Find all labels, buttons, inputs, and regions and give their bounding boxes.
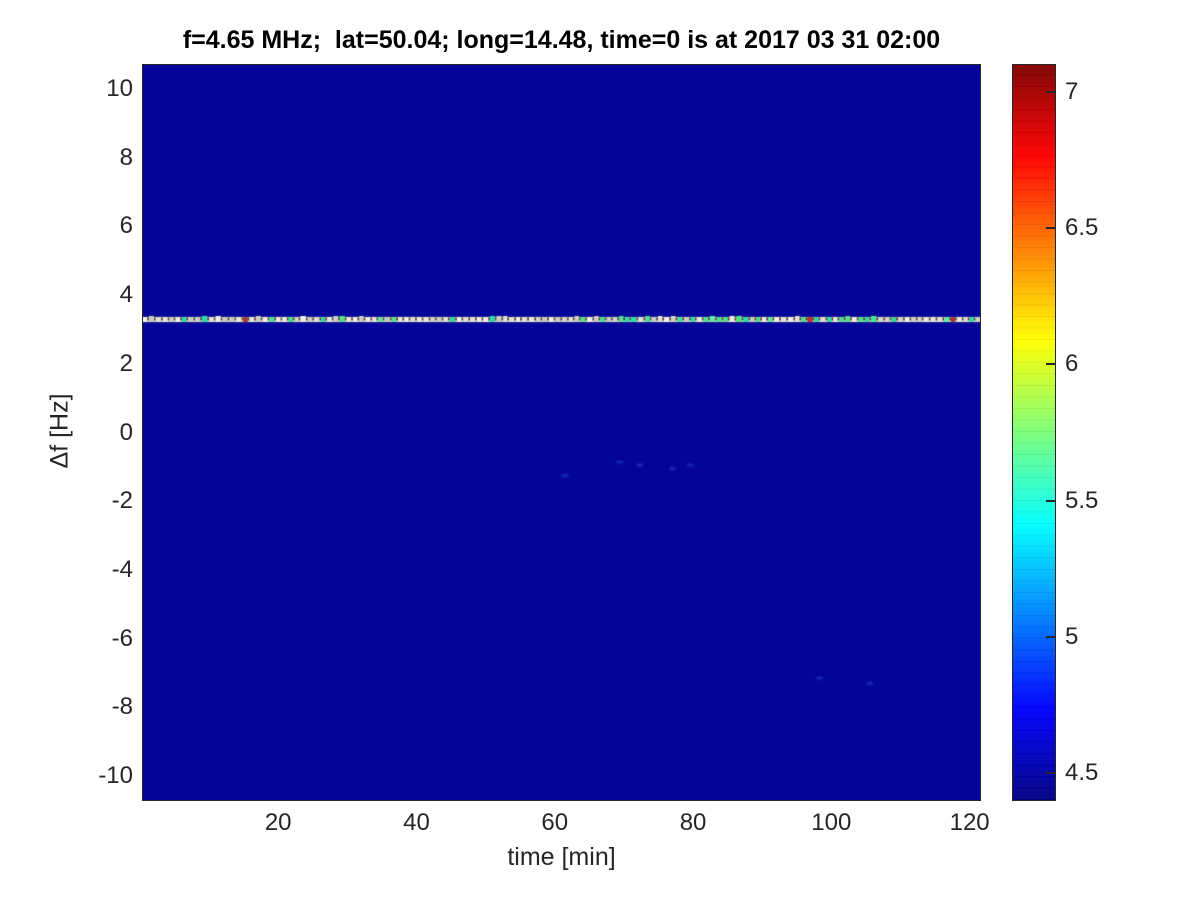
colorbar-tick-label: 4.5 [1065,758,1099,786]
colorbar-tick-mark [1046,499,1055,502]
y-tick-label: -6 [111,624,133,652]
colorbar-tick-mark [1046,91,1055,94]
x-tick-label: 80 [679,809,707,836]
colorbar-tick-label: 5.5 [1065,486,1099,514]
colorbar-tick-mark [1046,227,1055,230]
x-tick-label: 60 [541,809,569,836]
y-tick-label: 0 [119,418,133,446]
colorbar [1012,64,1056,801]
x-tick-label: 40 [403,809,430,836]
colorbar-gradient [1013,65,1055,800]
y-tick-label: 4 [119,281,133,309]
chart-title: f=4.65 MHz; lat=50.04; long=14.48, time=… [182,26,941,54]
x-tick-label: 120 [949,809,990,836]
y-tick-label: -4 [111,555,133,583]
y-tick-label: 6 [119,212,133,240]
y-tick-label: -10 [98,761,133,789]
x-tick-label: 20 [264,809,292,836]
x-axis-label: time [min] [507,843,616,871]
y-tick-label: 8 [119,143,133,171]
heatmap-plot[interactable] [142,64,981,801]
y-tick-label: -2 [111,487,133,515]
heatmap-canvas[interactable] [143,65,980,800]
y-tick-label: -8 [111,693,133,721]
colorbar-tick-mark [1046,363,1055,366]
colorbar-bands [1013,65,1055,800]
colorbar-tick-mark [1046,771,1055,774]
x-tick-label: 100 [811,809,852,836]
y-tick-label: 10 [106,75,133,103]
colorbar-tick-label: 6.5 [1065,214,1099,242]
colorbar-tick-mark [1046,635,1055,638]
colorbar-tick-label: 5 [1065,622,1079,650]
y-tick-label: 2 [119,349,133,377]
colorbar-tick-label: 6 [1065,350,1079,378]
colorbar-tick-label: 7 [1065,78,1079,106]
